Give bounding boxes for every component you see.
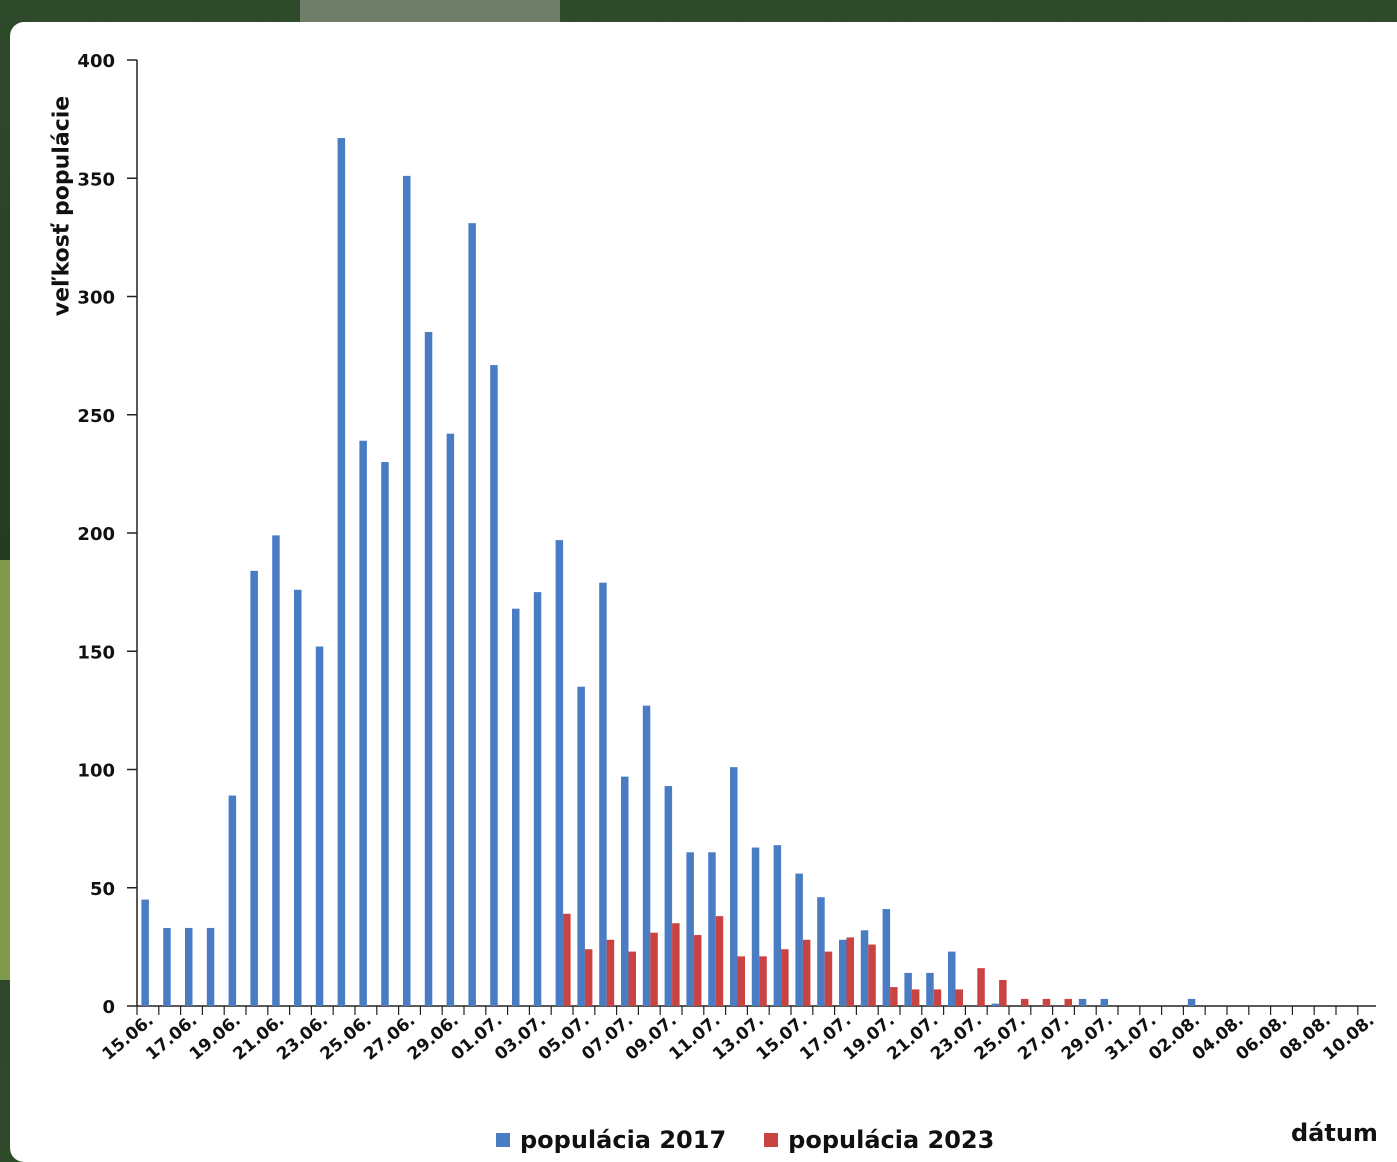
bar-2017 bbox=[686, 852, 694, 1006]
bar-2023 bbox=[999, 979, 1007, 1006]
bar-2017 bbox=[490, 365, 498, 1007]
y-tick-label: 100 bbox=[77, 761, 115, 782]
legend-label-2017: populácia 2017 bbox=[520, 1126, 727, 1154]
bar-2017 bbox=[926, 972, 934, 1006]
bar-2023 bbox=[1042, 998, 1051, 1006]
bar-2017 bbox=[773, 845, 782, 1006]
bar-2017 bbox=[730, 767, 738, 1006]
bar-2023 bbox=[824, 951, 833, 1006]
y-tick-label: 150 bbox=[77, 642, 115, 663]
bar-2023 bbox=[911, 989, 920, 1006]
bar-2017 bbox=[250, 570, 258, 1006]
bar-2023 bbox=[781, 949, 789, 1006]
legend: populácia 2017 populácia 2023 bbox=[496, 1126, 1032, 1154]
bar-2017 bbox=[555, 540, 564, 1006]
bar-2017 bbox=[141, 899, 149, 1006]
legend-item-2017: populácia 2017 bbox=[496, 1126, 726, 1154]
bar-2023 bbox=[672, 923, 680, 1006]
bar-2023 bbox=[650, 932, 658, 1006]
y-tick-label: 300 bbox=[77, 288, 115, 309]
bar-2017 bbox=[621, 776, 629, 1006]
bar-2017 bbox=[294, 589, 302, 1006]
bar-2023 bbox=[628, 951, 636, 1006]
bar-2023 bbox=[868, 944, 876, 1006]
bar-2017 bbox=[795, 873, 803, 1006]
y-axis-label: veľkosť populácie bbox=[49, 95, 75, 317]
bar-2017 bbox=[882, 909, 891, 1006]
bar-2017 bbox=[948, 951, 956, 1006]
bar-2017 bbox=[904, 972, 912, 1006]
bar-2023 bbox=[846, 937, 854, 1006]
bar-2023 bbox=[1064, 998, 1072, 1006]
legend-swatch-2023 bbox=[764, 1133, 779, 1147]
bar-2017 bbox=[991, 1003, 1000, 1006]
y-tick-label: 250 bbox=[77, 406, 115, 427]
chart-card: 0 50 100 150 200 250 300 350 400 15.06. 17.06. 19.0… bbox=[10, 22, 1397, 1162]
bar-2023 bbox=[890, 987, 898, 1006]
bar-2023 bbox=[584, 949, 593, 1006]
bar-2017 bbox=[708, 852, 716, 1006]
legend-label-2023: populácia 2023 bbox=[788, 1126, 995, 1154]
bar-2017 bbox=[577, 686, 585, 1006]
bar-2017 bbox=[206, 927, 215, 1006]
bar-2017 bbox=[839, 939, 847, 1006]
y-tick-label: 0 bbox=[102, 997, 115, 1018]
bar-2023 bbox=[737, 956, 745, 1006]
y-tick-label: 350 bbox=[77, 169, 115, 190]
bar-2017 bbox=[228, 795, 237, 1006]
bar-2017 bbox=[1078, 998, 1087, 1006]
bar-2017 bbox=[512, 608, 520, 1006]
bar-2023 bbox=[977, 968, 985, 1006]
bar-2023 bbox=[955, 989, 963, 1006]
bar-2017 bbox=[664, 786, 673, 1006]
bar-2017 bbox=[381, 462, 389, 1006]
legend-swatch-2017 bbox=[496, 1133, 510, 1147]
bar-2023 bbox=[802, 939, 811, 1006]
bar-2017 bbox=[860, 930, 869, 1006]
bar-2017 bbox=[468, 223, 476, 1006]
bar-2017 bbox=[185, 927, 193, 1006]
bar-2017 bbox=[533, 592, 542, 1006]
bar-2017 bbox=[272, 535, 280, 1006]
bar-chart: 05010015020025030035040015.06.17.06.19.0… bbox=[77, 51, 1378, 1065]
bar-2017 bbox=[359, 440, 367, 1006]
bar-2017 bbox=[817, 897, 825, 1006]
bar-2023 bbox=[1020, 998, 1029, 1006]
bar-2017 bbox=[1187, 998, 1196, 1006]
background-sky-patch bbox=[300, 0, 560, 24]
bar-2017 bbox=[424, 331, 433, 1007]
bar-2023 bbox=[715, 916, 724, 1006]
bar-2017 bbox=[751, 847, 760, 1006]
bar-2017 bbox=[446, 433, 455, 1006]
bar-2023 bbox=[606, 939, 615, 1006]
bar-2017 bbox=[315, 646, 324, 1006]
bar-2023 bbox=[563, 913, 571, 1006]
bar-2023 bbox=[933, 989, 942, 1006]
legend-item-2023: populácia 2023 bbox=[764, 1126, 994, 1154]
bar-2017 bbox=[163, 927, 171, 1006]
bar-2023 bbox=[759, 956, 767, 1006]
bar-2023 bbox=[693, 935, 702, 1006]
bar-2017 bbox=[337, 138, 346, 1007]
bar-2017 bbox=[403, 175, 411, 1006]
y-tick-label: 50 bbox=[90, 879, 115, 900]
x-axis-label: dátum bbox=[1291, 1119, 1378, 1147]
y-tick-label: 200 bbox=[77, 524, 115, 545]
bar-2017 bbox=[599, 582, 607, 1006]
bar-2017 bbox=[1100, 998, 1109, 1006]
y-tick-label: 400 bbox=[77, 51, 115, 72]
bar-2017 bbox=[642, 705, 651, 1006]
